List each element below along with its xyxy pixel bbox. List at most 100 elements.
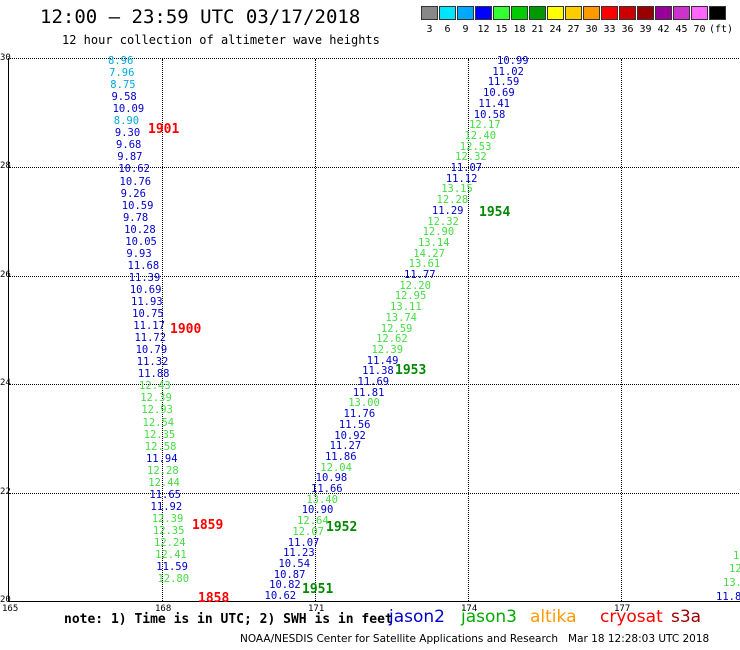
color-swatch (619, 6, 636, 20)
wave-height-value: 10.90 (301, 504, 334, 517)
wave-height-value: 8.96 (108, 55, 134, 67)
wave-height-value: 11.12 (445, 172, 478, 185)
wave-height-value: 12.44 (148, 476, 180, 489)
wave-height-value: 11.81 (352, 386, 385, 399)
color-scale-label: 18 (513, 24, 526, 35)
color-swatch (673, 6, 690, 20)
track-time-label: 1953 (395, 363, 427, 378)
wave-height-value: 10.75 (132, 308, 164, 321)
wave-height-value: 11.17 (133, 320, 165, 333)
color-scale-label: (ft) (709, 24, 734, 35)
color-swatch (655, 6, 672, 20)
wave-height-value: 10.09 (112, 103, 145, 116)
wave-height-value: 12.53 (459, 140, 492, 153)
longitude-label: 168 (155, 604, 172, 614)
wave-height-value: 13. (723, 577, 740, 589)
satellite-name-s3a: s3a (671, 607, 702, 627)
longitude-gridline (315, 59, 316, 601)
wave-height-value: 10.54 (278, 557, 311, 570)
wave-height-value: 11.86 (324, 450, 357, 463)
wave-height-value: 11.29 (431, 204, 464, 217)
color-swatch (457, 6, 474, 20)
wave-height-value: 13.14 (417, 236, 450, 249)
color-scale-label: 15 (495, 24, 508, 35)
wave-height-value: 9.87 (117, 151, 143, 164)
wave-height-value: 9.58 (111, 91, 137, 104)
wave-height-value: 10.79 (135, 344, 168, 357)
latitude-label: 30 (0, 53, 11, 63)
wave-height-value: 11.92 (150, 500, 183, 513)
wave-height-value: 10.28 (124, 223, 156, 236)
wave-height-value: 13.40 (306, 493, 338, 506)
wave-height-value: 11.66 (311, 483, 343, 495)
wave-height-value: 10.99 (497, 55, 529, 67)
footer-credit: NOAA/NESDIS Center for Satellite Applica… (240, 633, 710, 645)
wave-height-value: 12.93 (141, 404, 173, 417)
color-scale-label: 30 (585, 24, 598, 35)
track-time-label: 1858 (198, 591, 230, 606)
wave-height-value: 12.54 (142, 416, 175, 429)
latitude-label: 22 (0, 486, 11, 497)
wave-height-value: 11.72 (134, 332, 167, 345)
wave-height-value: 11.88 (137, 368, 170, 381)
wave-height-value: 13.15 (441, 183, 473, 196)
map-plot-area (8, 58, 740, 602)
wave-height-value: 11.07 (287, 536, 320, 549)
wave-height-value: 12.07 (292, 525, 324, 538)
wave-height-value: 12.28 (436, 194, 469, 207)
color-scale-label: 9 (462, 24, 469, 35)
wave-height-value: 10.62 (118, 163, 150, 176)
wave-height-value: 9.26 (120, 187, 146, 200)
longitude-gridline (162, 59, 163, 601)
satellite-name-altika: altika (530, 607, 577, 627)
color-swatch (565, 6, 582, 20)
color-scale-label: 12 (477, 24, 490, 35)
color-swatch (583, 6, 600, 20)
color-scale-label: 21 (531, 24, 544, 35)
wave-height-value: 12.58 (144, 440, 177, 453)
color-scale-label: 36 (621, 24, 634, 35)
color-swatch (709, 6, 726, 20)
color-scale-label: 45 (675, 24, 688, 35)
color-swatch (547, 6, 564, 20)
wave-height-value: 9.78 (122, 211, 149, 224)
color-scale-label: 24 (549, 24, 562, 35)
wave-height-value: 13.00 (348, 397, 380, 410)
wave-height-value: 10.76 (119, 175, 152, 188)
wave-height-value: 12.04 (320, 461, 352, 474)
wave-height-value: 11.32 (136, 356, 169, 369)
page-subtitle: 12 hour collection of altimeter wave hei… (62, 33, 380, 47)
wave-height-value: 12.43 (139, 380, 171, 393)
wave-height-value: 11.93 (131, 296, 163, 308)
latitude-gridline (9, 492, 740, 494)
color-scale-label: 42 (657, 24, 670, 35)
wave-height-value: 12.40 (464, 129, 497, 142)
track-time-label: 1900 (170, 322, 202, 337)
wave-height-value: 11.56 (338, 418, 371, 431)
wave-height-value: 1 (733, 550, 740, 562)
wave-height-value: 12.32 (427, 215, 459, 228)
wave-height-value: 12.32 (455, 151, 487, 164)
wave-height-value: 11.27 (329, 440, 362, 453)
color-scale-label: 27 (567, 24, 580, 35)
track-time-label: 1954 (479, 205, 511, 220)
wave-height-value: 10.87 (273, 568, 306, 581)
latitude-gridline (9, 167, 740, 169)
color-swatch (493, 6, 510, 20)
wave-height-value: 9.93 (126, 247, 152, 260)
track-time-label: 1901 (148, 122, 180, 137)
latitude-gridline (9, 384, 740, 386)
color-scale-label: 6 (444, 24, 451, 35)
color-swatch (439, 6, 456, 20)
satellite-name-jason2: jason2 (389, 607, 445, 627)
wave-height-value: 12.39 (371, 343, 404, 356)
color-scale-label: 39 (639, 24, 652, 35)
wave-height-value: 12.17 (469, 119, 501, 132)
wave-height-value: 8.75 (110, 79, 136, 92)
color-scale-label: 3 (426, 24, 433, 35)
wave-height-value: 11.69 (357, 376, 390, 388)
wave-height-value: 12.35 (143, 428, 176, 441)
longitude-gridline (468, 59, 469, 601)
wave-height-value: 10.82 (269, 579, 301, 592)
latitude-label: 20 (0, 595, 11, 605)
